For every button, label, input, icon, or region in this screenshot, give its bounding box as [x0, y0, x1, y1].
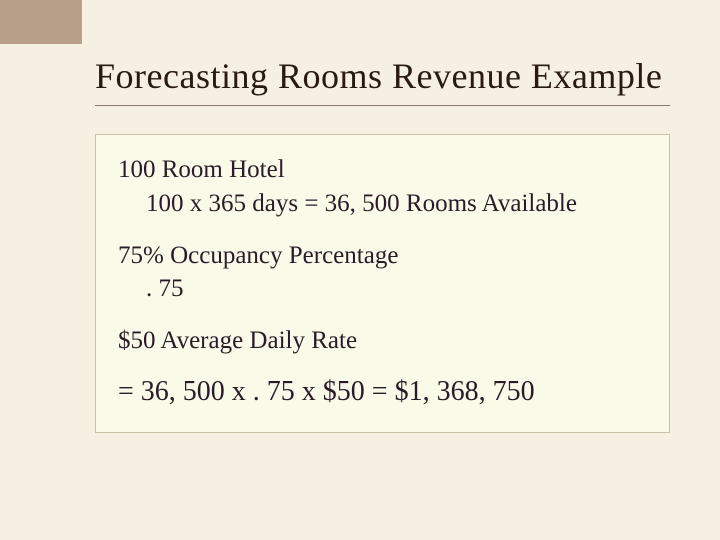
- rooms-available-calc: 100 x 365 days = 36, 500 Rooms Available: [118, 187, 647, 221]
- occupancy-block: 75% Occupancy Percentage . 75: [118, 239, 647, 307]
- adr-label: $50 Average Daily Rate: [118, 324, 647, 358]
- occupancy-value: . 75: [118, 272, 647, 306]
- hotel-block: 100 Room Hotel 100 x 365 days = 36, 500 …: [118, 153, 647, 221]
- title-rule: [95, 105, 670, 106]
- hotel-label: 100 Room Hotel: [118, 153, 647, 187]
- content-box: 100 Room Hotel 100 x 365 days = 36, 500 …: [95, 134, 670, 433]
- slide-container: Forecasting Rooms Revenue Example 100 Ro…: [0, 0, 720, 463]
- occupancy-label: 75% Occupancy Percentage: [118, 239, 647, 273]
- revenue-result: = 36, 500 x . 75 x $50 = $1, 368, 750: [118, 376, 647, 408]
- corner-accent: [0, 0, 82, 44]
- adr-block: $50 Average Daily Rate: [118, 324, 647, 358]
- slide-title: Forecasting Rooms Revenue Example: [95, 55, 670, 97]
